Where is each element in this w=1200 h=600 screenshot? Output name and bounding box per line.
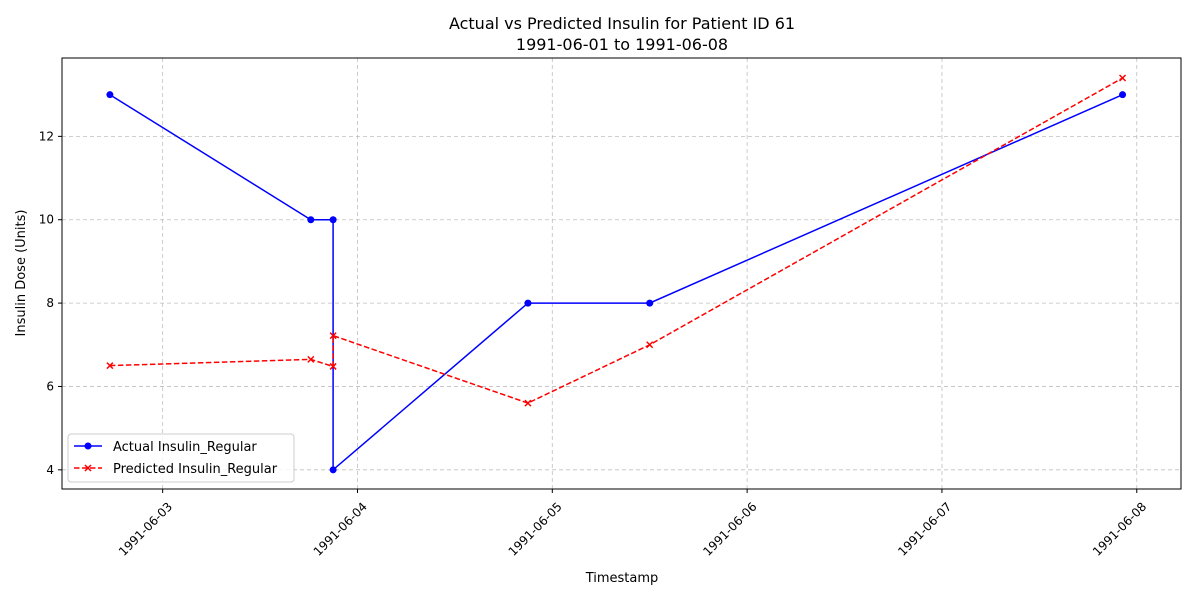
- legend-actual-marker: [84, 442, 92, 450]
- data-point-predicted: [106, 362, 114, 370]
- y-tick-label: 6: [46, 379, 54, 393]
- data-point-actual: [1119, 91, 1127, 99]
- chart-title: Actual vs Predicted Insulin for Patient …: [449, 14, 795, 33]
- plot-frame: [61, 57, 1182, 490]
- data-point-predicted: [329, 332, 337, 340]
- data-point-actual: [307, 216, 315, 224]
- data-point-actual: [646, 299, 654, 307]
- data-point-predicted: [307, 355, 315, 363]
- data-point-actual: [329, 466, 337, 474]
- grid: [62, 58, 1181, 489]
- y-tick-label: 12: [39, 129, 54, 143]
- data-point-predicted: [1119, 74, 1127, 82]
- chart-subtitle: 1991-06-01 to 1991-06-08: [516, 35, 728, 54]
- data-point-predicted: [329, 362, 337, 370]
- legend-box: [67, 433, 295, 483]
- y-axis-label: Insulin Dose (Units): [14, 210, 29, 337]
- data-point-predicted: [524, 399, 532, 407]
- data-point-actual: [524, 299, 532, 307]
- legend-actual-label: Actual Insulin_Regular: [113, 440, 257, 455]
- series-layer: [106, 74, 1127, 474]
- x-axis-label: Timestamp: [585, 571, 659, 586]
- y-tick-label: 4: [46, 463, 54, 477]
- data-point-actual: [329, 216, 337, 224]
- legend: Actual Insulin_Regular Predicted Insulin…: [67, 433, 295, 483]
- data-point-actual: [106, 91, 114, 99]
- legend-predicted-label: Predicted Insulin_Regular: [113, 462, 278, 477]
- legend-predicted-marker: [84, 464, 92, 472]
- y-tick-label: 8: [46, 296, 54, 310]
- y-tick-label: 10: [39, 213, 54, 227]
- data-point-predicted: [646, 341, 654, 349]
